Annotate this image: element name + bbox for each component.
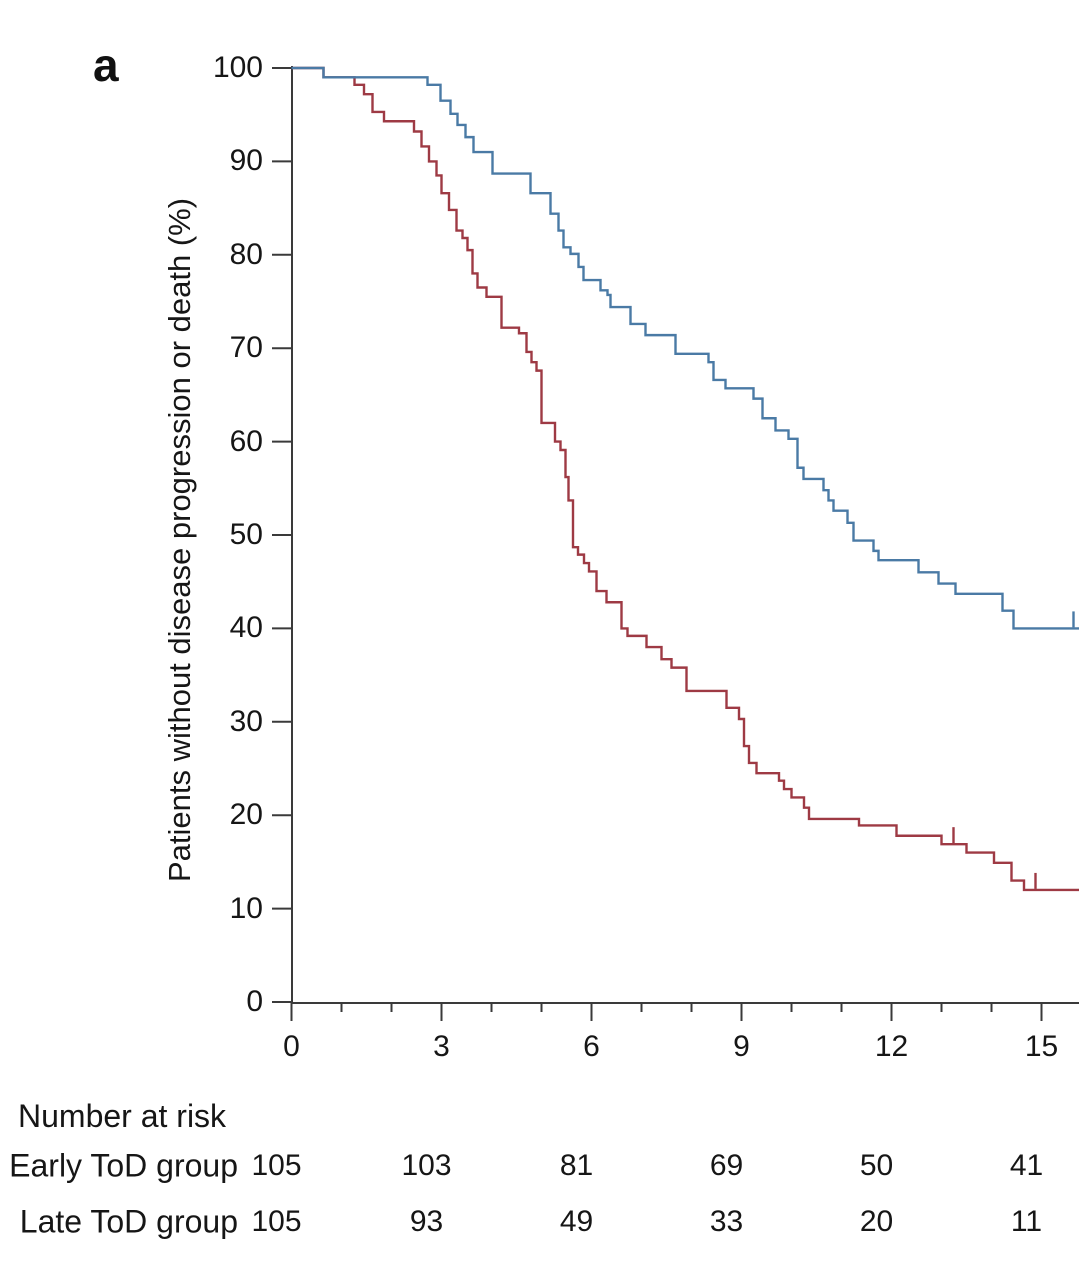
risk-value-row0-t0: 105: [251, 1149, 302, 1182]
risk-value-row1-t9: 33: [709, 1205, 744, 1238]
risk-value-row1-t3: 93: [409, 1205, 444, 1238]
panel-label: a: [93, 39, 120, 91]
risk-value-row1-t12: 20: [859, 1205, 894, 1238]
risk-value-row0-t6: 81: [559, 1149, 594, 1182]
y-tick-label-10: 10: [229, 891, 263, 925]
x-tick-label-6: 6: [583, 1030, 600, 1063]
km-curve-early-tod: [291, 66, 1079, 630]
y-tick-label-90: 90: [229, 144, 263, 178]
x-tick-label-3: 3: [433, 1030, 450, 1063]
x-tick-label-15: 15: [1024, 1030, 1059, 1063]
risk-value-row1-t15: 11: [1010, 1205, 1043, 1238]
y-tick-label-100: 100: [212, 51, 263, 84]
risk-value-row1-t0: 105: [251, 1205, 302, 1238]
x-tick-label-9: 9: [733, 1030, 750, 1063]
risk-row-label-early: Early ToD group: [9, 1147, 238, 1184]
y-tick-label-30: 30: [229, 704, 263, 738]
y-tick-label-40: 40: [229, 611, 263, 645]
y-tick-label-60: 60: [229, 424, 263, 458]
km-curve-late-tod: [291, 66, 1079, 892]
y-tick-label-0: 0: [246, 985, 263, 1018]
y-tick-label-80: 80: [229, 237, 263, 271]
risk-value-row0-t15: 41: [1009, 1149, 1044, 1182]
x-tick-label-12: 12: [874, 1030, 909, 1063]
risk-table-title: Number at risk: [18, 1098, 227, 1134]
risk-value-row0-t3: 103: [401, 1149, 452, 1182]
risk-value-row1-t6: 49: [559, 1205, 594, 1238]
y-tick-label-50: 50: [229, 518, 263, 551]
risk-row-label-late: Late ToD group: [19, 1203, 238, 1240]
risk-value-row0-t12: 50: [859, 1149, 894, 1182]
y-tick-label-70: 70: [229, 331, 263, 365]
y-axis-title: Patients without disease progression or …: [162, 197, 197, 883]
risk-value-row0-t9: 69: [709, 1149, 744, 1182]
y-tick-label-20: 20: [229, 798, 263, 832]
x-tick-label-0: 0: [283, 1030, 300, 1063]
